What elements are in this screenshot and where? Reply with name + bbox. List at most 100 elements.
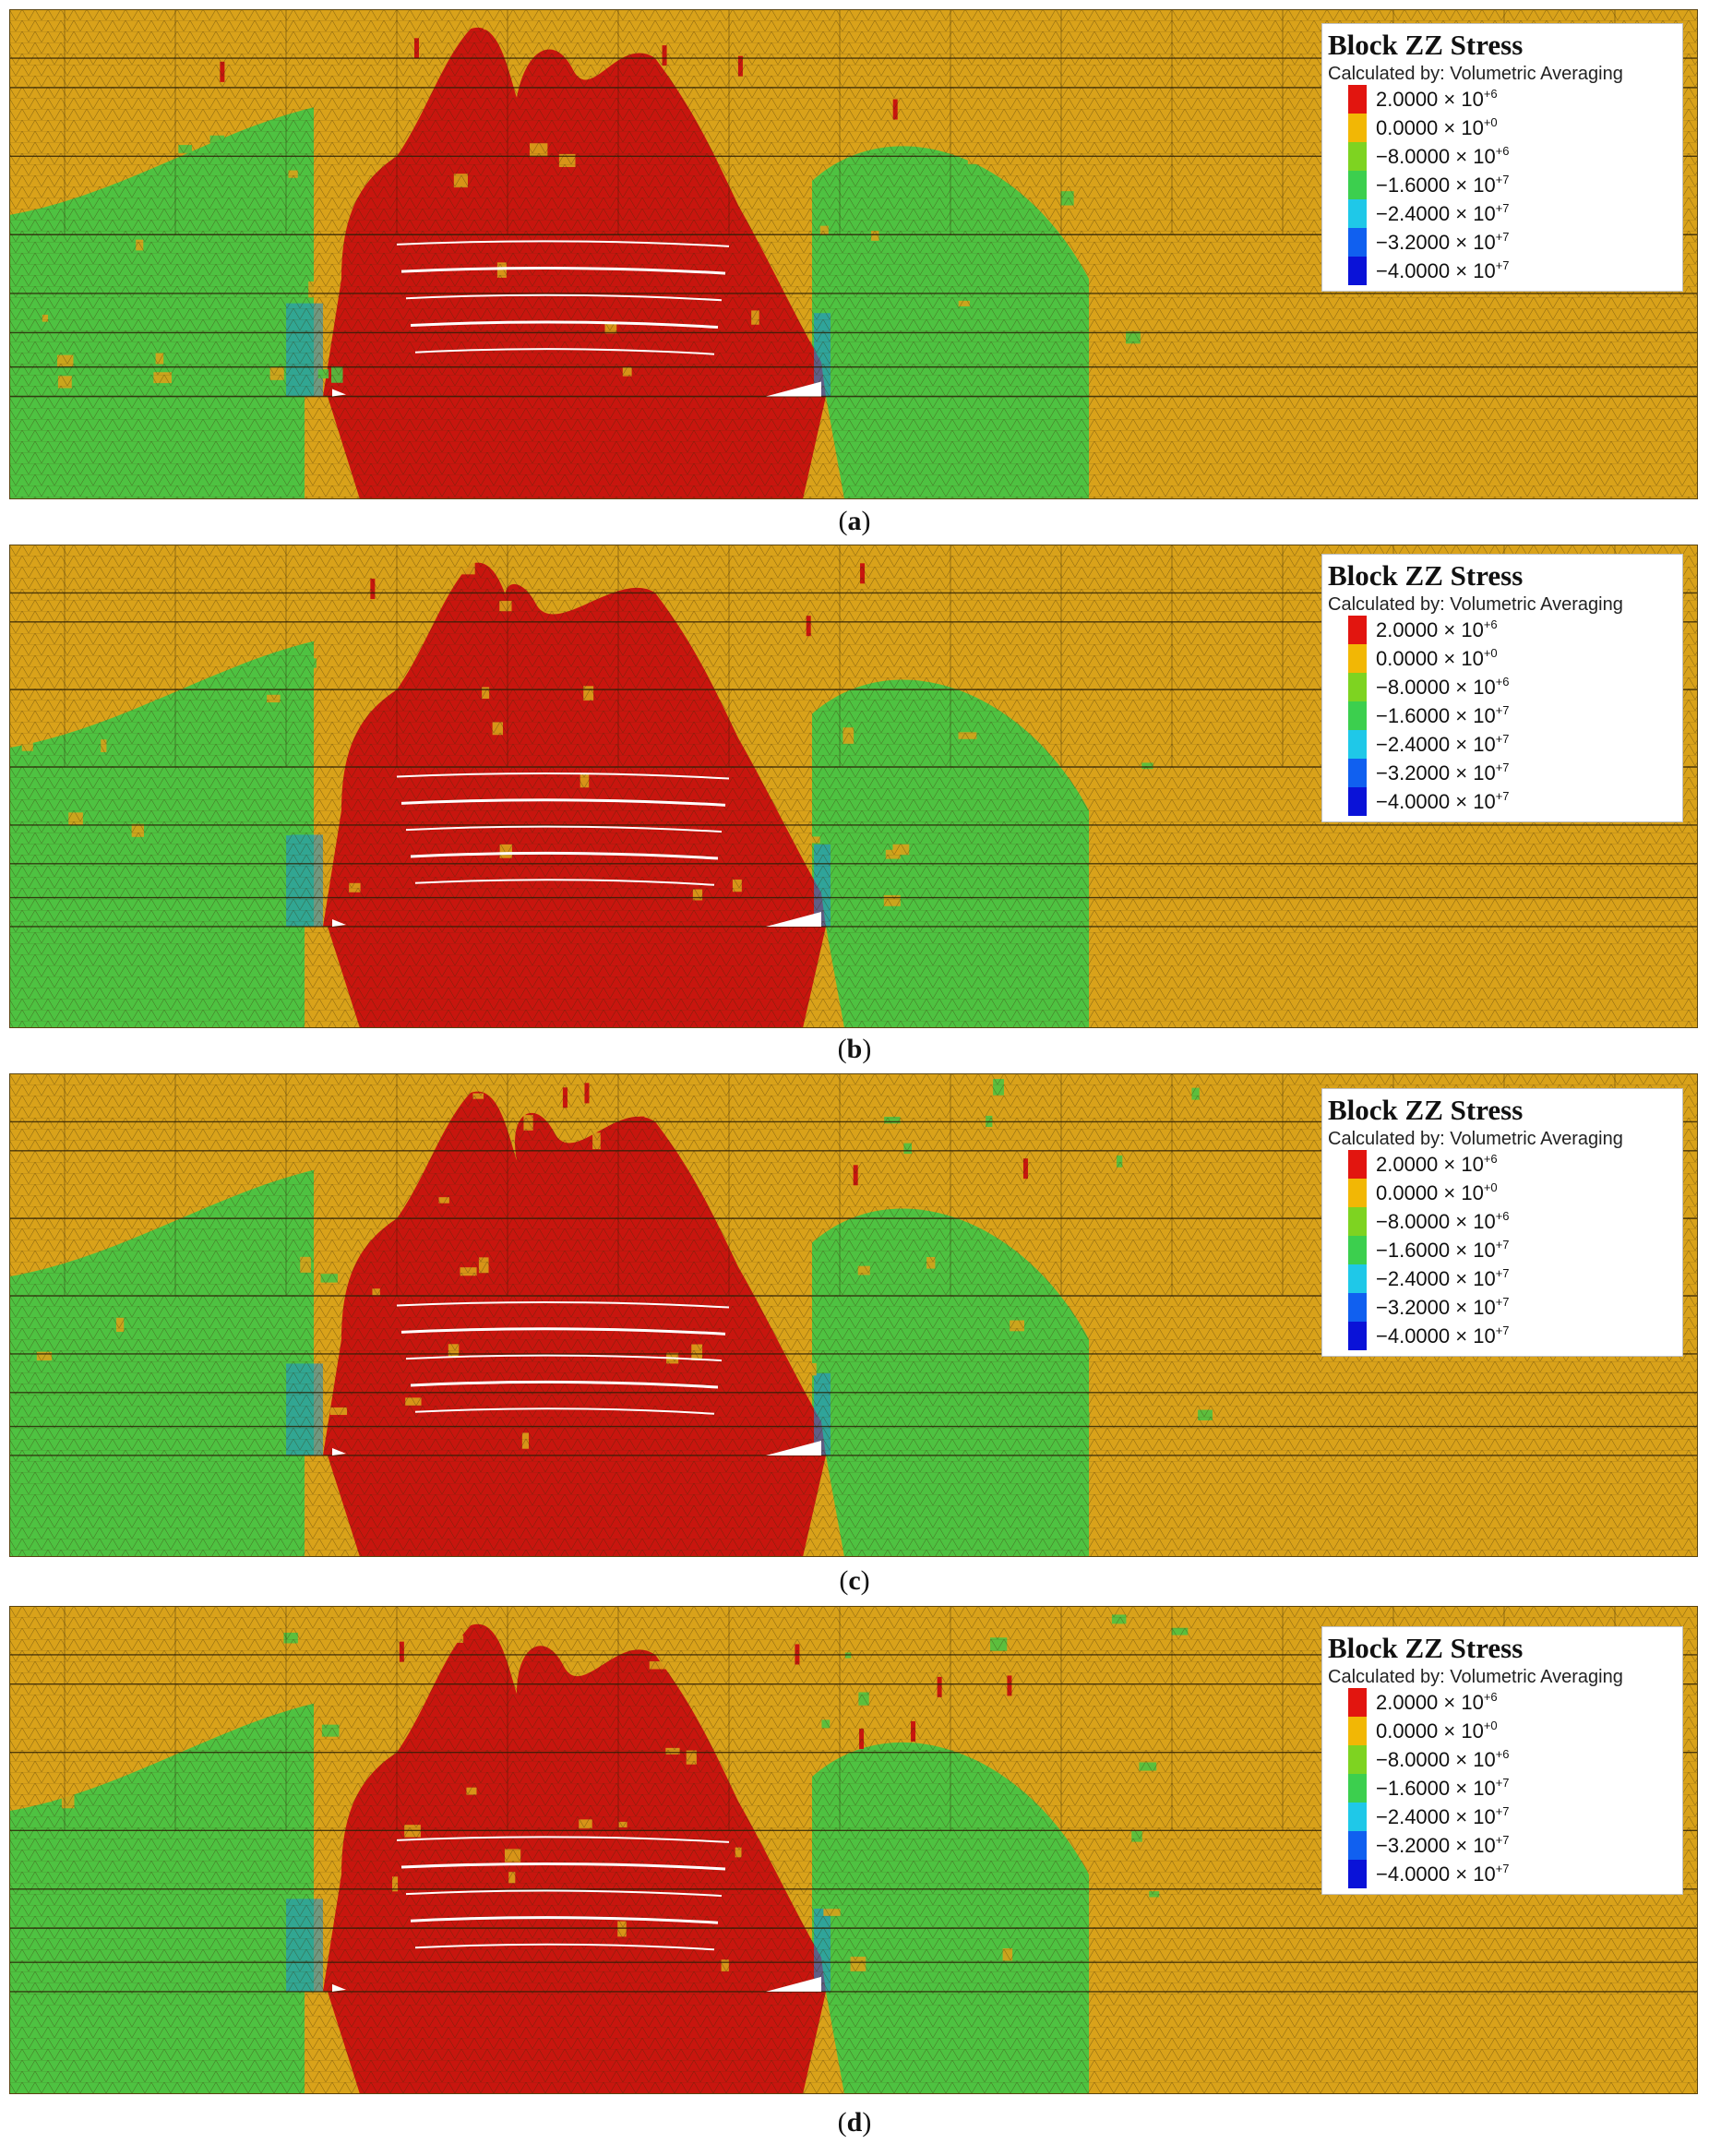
legend-value-label: −4.0000 × 10+7 <box>1376 1862 1510 1886</box>
legend-color-swatch <box>1348 1150 1367 1179</box>
legend-color-swatch <box>1348 171 1367 199</box>
legend-entry: −1.6000 × 10+7 <box>1328 1236 1675 1264</box>
legend-entry: 2.0000 × 10+6 <box>1328 1688 1675 1717</box>
legend-entry: −8.0000 × 10+6 <box>1328 673 1675 701</box>
legend-color-swatch <box>1348 1179 1367 1207</box>
legend-value-label: −4.0000 × 10+7 <box>1376 1324 1510 1348</box>
legend-entries: 2.0000 × 10+6 0.0000 × 10+0 −8.0000 × 10+6… <box>1328 1688 1675 1888</box>
legend-value-label: −8.0000 × 10+6 <box>1376 144 1510 168</box>
legend-value-label: −2.4000 × 10+7 <box>1376 1804 1510 1828</box>
legend-color-swatch <box>1348 199 1367 228</box>
panel-caption-a: (a) <box>838 506 871 536</box>
legend-color-swatch <box>1348 1831 1367 1860</box>
legend-value-label: −8.0000 × 10+6 <box>1376 1209 1510 1233</box>
legend-color-swatch <box>1348 1745 1367 1774</box>
panel-d: Block ZZ Stress Calculated by: Volumetri… <box>9 1606 1698 2094</box>
legend-entry: 0.0000 × 10+0 <box>1328 114 1675 142</box>
legend-subtitle: Calculated by: Volumetric Averaging <box>1328 1667 1623 1687</box>
legend-entry: −4.0000 × 10+7 <box>1328 1860 1675 1888</box>
goaf-void <box>766 911 821 927</box>
legend-entry: −4.0000 × 10+7 <box>1328 787 1675 816</box>
legend-entry: −3.2000 × 10+7 <box>1328 1831 1675 1860</box>
legend-entry: −1.6000 × 10+7 <box>1328 1774 1675 1803</box>
legend-color-swatch <box>1348 1688 1367 1717</box>
legend-entry: −2.4000 × 10+7 <box>1328 199 1675 228</box>
legend-entry: −2.4000 × 10+7 <box>1328 730 1675 759</box>
legend-color-swatch <box>1348 85 1367 114</box>
legend-color-swatch <box>1348 787 1367 816</box>
legend-color-swatch <box>1348 1264 1367 1293</box>
legend-value-label: −3.2000 × 10+7 <box>1376 230 1510 254</box>
legend-value-label: −1.6000 × 10+7 <box>1376 173 1510 197</box>
legend-title: Block ZZ Stress <box>1328 1632 1524 1664</box>
legend-entry: 0.0000 × 10+0 <box>1328 1179 1675 1207</box>
legend-value-label: 0.0000 × 10+0 <box>1376 1719 1498 1743</box>
legend-value-label: −1.6000 × 10+7 <box>1376 703 1510 727</box>
panel-caption-d: (d) <box>837 2107 872 2138</box>
legend-color-swatch <box>1348 1803 1367 1831</box>
legend-entry: 2.0000 × 10+6 <box>1328 1150 1675 1179</box>
legend-color-swatch <box>1348 730 1367 759</box>
legend-color-swatch <box>1348 1860 1367 1888</box>
stress-legend: Block ZZ Stress Calculated by: Volumetri… <box>1321 23 1683 292</box>
legend-entry: −8.0000 × 10+6 <box>1328 1745 1675 1774</box>
legend-title: Block ZZ Stress <box>1328 559 1524 592</box>
legend-value-label: −2.4000 × 10+7 <box>1376 1266 1510 1290</box>
panel-a: Block ZZ Stress Calculated by: Volumetri… <box>9 9 1698 499</box>
legend-value-label: −1.6000 × 10+7 <box>1376 1776 1510 1800</box>
legend-entry: −8.0000 × 10+6 <box>1328 142 1675 171</box>
legend-color-swatch <box>1348 257 1367 285</box>
stress-legend: Block ZZ Stress Calculated by: Volumetri… <box>1321 554 1683 822</box>
legend-color-swatch <box>1348 701 1367 730</box>
legend-value-label: −2.4000 × 10+7 <box>1376 732 1510 756</box>
legend-subtitle: Calculated by: Volumetric Averaging <box>1328 64 1623 84</box>
legend-entries: 2.0000 × 10+6 0.0000 × 10+0 −8.0000 × 10+6… <box>1328 85 1675 285</box>
legend-value-label: 2.0000 × 10+6 <box>1376 1690 1498 1714</box>
legend-value-label: −2.4000 × 10+7 <box>1376 201 1510 225</box>
legend-entry: −1.6000 × 10+7 <box>1328 701 1675 730</box>
legend-value-label: −3.2000 × 10+7 <box>1376 761 1510 785</box>
legend-color-swatch <box>1348 759 1367 787</box>
legend-entry: −2.4000 × 10+7 <box>1328 1264 1675 1293</box>
legend-entry: −1.6000 × 10+7 <box>1328 171 1675 199</box>
legend-entry: −3.2000 × 10+7 <box>1328 228 1675 257</box>
legend-entry: −3.2000 × 10+7 <box>1328 1293 1675 1322</box>
legend-color-swatch <box>1348 1322 1367 1350</box>
legend-value-label: −3.2000 × 10+7 <box>1376 1833 1510 1857</box>
goaf-void <box>766 381 821 397</box>
legend-title: Block ZZ Stress <box>1328 29 1524 61</box>
legend-entry: 2.0000 × 10+6 <box>1328 616 1675 644</box>
legend-color-swatch <box>1348 142 1367 171</box>
legend-color-swatch <box>1348 673 1367 701</box>
legend-title: Block ZZ Stress <box>1328 1094 1524 1126</box>
legend-color-swatch <box>1348 1774 1367 1803</box>
goaf-void <box>766 1440 821 1455</box>
legend-color-swatch <box>1348 644 1367 673</box>
legend-value-label: 2.0000 × 10+6 <box>1376 87 1498 111</box>
legend-entry: 0.0000 × 10+0 <box>1328 644 1675 673</box>
legend-color-swatch <box>1348 1293 1367 1322</box>
legend-subtitle: Calculated by: Volumetric Averaging <box>1328 1129 1623 1149</box>
legend-value-label: −8.0000 × 10+6 <box>1376 675 1510 699</box>
legend-value-label: 0.0000 × 10+0 <box>1376 115 1498 139</box>
stress-legend: Block ZZ Stress Calculated by: Volumetri… <box>1321 1626 1683 1895</box>
panel-caption-c: (c) <box>839 1565 870 1596</box>
legend-value-label: −3.2000 × 10+7 <box>1376 1295 1510 1319</box>
legend-subtitle: Calculated by: Volumetric Averaging <box>1328 594 1623 615</box>
legend-value-label: −8.0000 × 10+6 <box>1376 1747 1510 1771</box>
legend-value-label: −4.0000 × 10+7 <box>1376 258 1510 282</box>
stress-legend: Block ZZ Stress Calculated by: Volumetri… <box>1321 1088 1683 1357</box>
legend-entry: 2.0000 × 10+6 <box>1328 85 1675 114</box>
legend-value-label: −1.6000 × 10+7 <box>1376 1238 1510 1262</box>
panel-caption-b: (b) <box>837 1034 872 1064</box>
legend-entry: −4.0000 × 10+7 <box>1328 257 1675 285</box>
legend-entry: 0.0000 × 10+0 <box>1328 1717 1675 1745</box>
legend-value-label: 2.0000 × 10+6 <box>1376 1152 1498 1176</box>
legend-value-label: −4.0000 × 10+7 <box>1376 789 1510 813</box>
legend-color-swatch <box>1348 1207 1367 1236</box>
legend-color-swatch <box>1348 616 1367 644</box>
legend-color-swatch <box>1348 114 1367 142</box>
legend-value-label: 0.0000 × 10+0 <box>1376 646 1498 670</box>
legend-entry: −3.2000 × 10+7 <box>1328 759 1675 787</box>
panel-b: Block ZZ Stress Calculated by: Volumetri… <box>9 545 1698 1028</box>
